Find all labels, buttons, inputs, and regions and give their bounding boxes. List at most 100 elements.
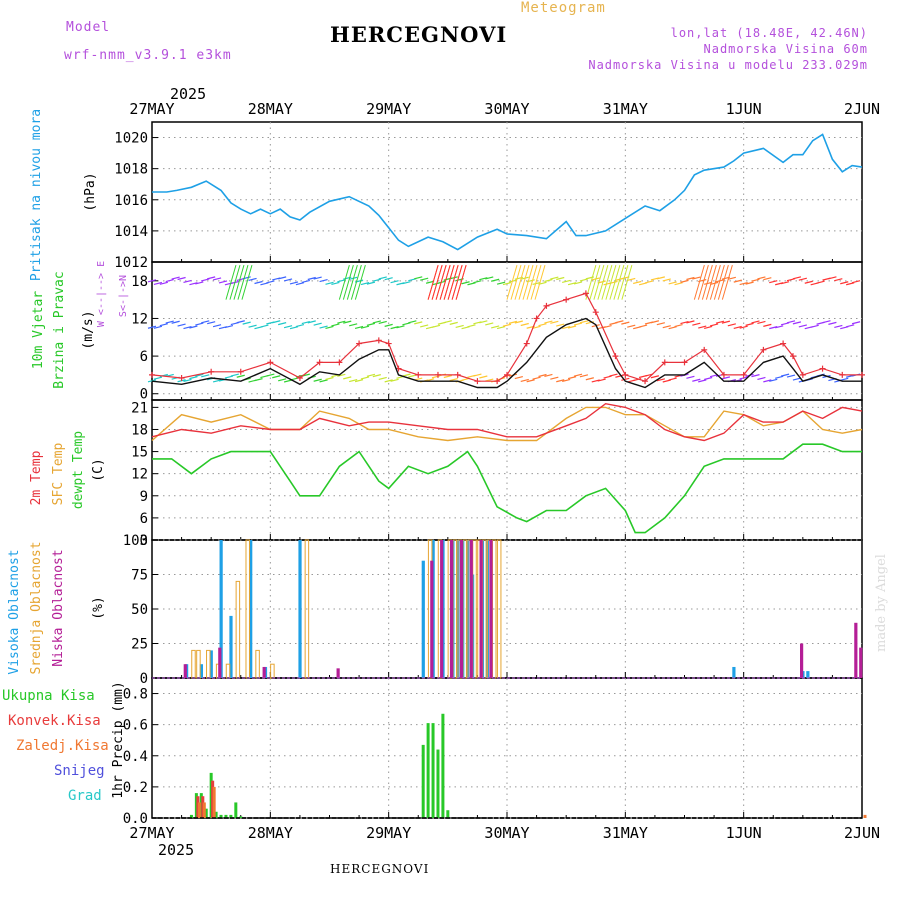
wind-hatch — [530, 264, 542, 300]
wind-arrow — [201, 374, 210, 378]
wind-hatch — [350, 264, 362, 300]
wind-arrow — [686, 320, 695, 324]
wind-hatch — [534, 264, 546, 300]
clouds-ytick-label: 50 — [131, 602, 148, 618]
wind-hatch — [342, 264, 354, 300]
wind-arrow — [709, 323, 719, 327]
wind-arrow — [420, 324, 429, 328]
wind-arrow — [360, 282, 370, 286]
cloud-bar — [196, 649, 201, 679]
x-tick-label-bottom: 27MAY — [129, 824, 174, 842]
wind-arrow — [502, 282, 512, 286]
wind-hatch — [717, 264, 729, 300]
precip-legend-item: Ukupna Kisa — [2, 688, 95, 704]
wind-arrow — [159, 281, 168, 285]
wind-arrow — [414, 276, 423, 280]
wind-arrow — [171, 320, 180, 324]
wind-arrow — [692, 378, 701, 382]
wind-arrow — [627, 277, 636, 282]
wind-arrow — [544, 320, 553, 324]
precip-bar — [426, 723, 430, 818]
temperature-ytick-label: 3 — [140, 533, 148, 549]
wind-arrow — [751, 374, 760, 378]
wind-arrow — [638, 324, 648, 328]
wind-arrow — [207, 276, 216, 280]
wind-arrow — [301, 320, 310, 325]
wind-arrow — [526, 379, 535, 383]
wind-compass-we: W <--|--> E — [96, 261, 107, 327]
precip-bar — [229, 814, 233, 818]
wind-gust-series-point — [533, 315, 540, 322]
precip-bar — [441, 713, 445, 818]
wind-arrow — [443, 374, 452, 379]
x-tick-label-bottom: 2JUN — [844, 824, 880, 842]
wind-hatch — [526, 264, 538, 300]
precip-bar — [224, 814, 228, 818]
wind-arrow — [810, 324, 819, 328]
wind-arrow — [301, 279, 310, 283]
wind-arrow — [384, 323, 393, 327]
cloud-bar — [459, 540, 463, 678]
x-tick-label-top: 28MAY — [248, 100, 293, 118]
wind-arrow — [633, 280, 642, 285]
wind-arrow — [780, 281, 790, 285]
wind-arrow — [698, 325, 707, 329]
wind-arrow — [319, 325, 328, 329]
wind-arrow — [579, 374, 589, 378]
wind-arrow — [769, 326, 778, 330]
temp-label-sfc: SFC Temp — [51, 443, 66, 506]
wind-arrow — [343, 320, 352, 324]
wind-arrow — [763, 323, 772, 327]
wind-arrow — [384, 277, 393, 281]
wind-arrow — [479, 375, 488, 379]
wind-hatch — [241, 264, 253, 300]
cloud-bar — [229, 615, 233, 678]
x-tick-label-bottom: 29MAY — [366, 824, 411, 842]
wind-hatch — [233, 264, 245, 300]
wind-arrow — [692, 276, 701, 280]
pressure-series-line — [152, 133, 863, 251]
wind-arrow — [414, 321, 423, 325]
wind-gust-series-point — [178, 375, 185, 382]
wind-arrow — [378, 376, 387, 381]
wind-hatch — [593, 264, 605, 300]
clouds-frame — [151, 539, 863, 679]
wind-arrow — [485, 322, 494, 326]
pressure-frame — [151, 121, 863, 263]
wind-arrow — [212, 277, 222, 281]
wind-arrow — [792, 377, 802, 381]
precip-legend-item: Zaledj.Kisa — [16, 738, 109, 754]
cloud-bar — [479, 540, 483, 678]
wind-arrow — [603, 324, 612, 329]
wind-arrow — [562, 325, 571, 330]
wind-arrow — [757, 276, 766, 280]
wind-gust-series-point — [149, 371, 155, 378]
wind-arrow — [775, 325, 784, 329]
wind-arrow — [201, 320, 210, 324]
wind-gust-series-point — [819, 365, 826, 372]
altitude-label: Nadmorska Visina 60m — [703, 42, 868, 56]
wind-gust-series-point — [415, 371, 422, 378]
cloud-bar — [732, 666, 736, 678]
cloud-bar — [854, 622, 858, 678]
wind-arrow — [508, 320, 518, 324]
wind-arrow — [455, 324, 464, 329]
temp-label-dewpt: dewpt Temp — [71, 431, 86, 509]
wind-arrow — [325, 376, 334, 381]
wind-arrow — [159, 323, 168, 327]
wind-arrow — [491, 325, 500, 329]
wind-arrow — [804, 280, 813, 284]
wind-arrow — [289, 281, 299, 285]
wind-arrow — [739, 325, 748, 329]
wind-gust-series-point — [780, 340, 787, 347]
wind-arrow — [189, 325, 198, 329]
model-name: wrf-nmm_v3.9.1 e3km — [64, 48, 232, 63]
year-label-bottom: 2025 — [158, 841, 194, 859]
wind-arrow — [384, 379, 393, 383]
cloud-bar — [209, 650, 213, 678]
wind-arrow — [319, 278, 328, 283]
temperature-ytick-label: 18 — [131, 422, 148, 438]
wind-arrow — [390, 280, 399, 284]
wind-arrow — [479, 320, 488, 324]
x-tick-label-top: 1JUN — [726, 100, 762, 118]
